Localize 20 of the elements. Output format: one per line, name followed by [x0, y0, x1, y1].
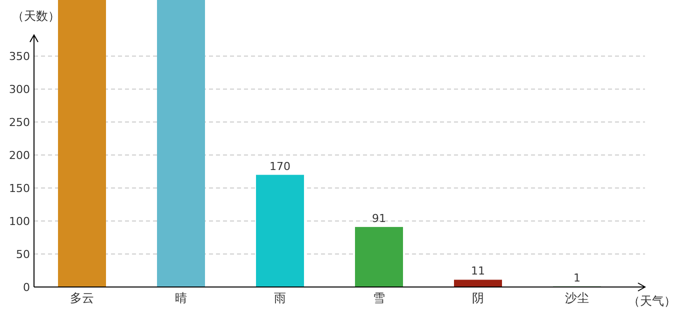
y-tick-label: 350	[9, 50, 30, 64]
y-tick-label: 0	[23, 281, 30, 294]
y-tick-label: 150	[9, 182, 30, 196]
y-tick-label: 250	[9, 116, 30, 130]
x-tick-label: 多云	[70, 291, 94, 305]
y-axis-title: （天数）	[12, 9, 60, 23]
x-axis-title: （天气）	[628, 294, 676, 308]
x-tick-label: 晴	[175, 291, 187, 305]
y-tick-label: 200	[9, 149, 30, 162]
data-label: 11	[471, 264, 485, 278]
data-label: 1	[574, 271, 580, 284]
x-tick-label: 阴	[472, 291, 484, 305]
x-tick-label: 沙尘	[565, 291, 589, 305]
y-tick-label: 50	[16, 248, 30, 262]
data-label: 170	[270, 160, 290, 173]
y-tick-label: 100	[9, 215, 30, 228]
y-tick-label: 300	[9, 83, 30, 96]
x-tick-label: 雨	[274, 291, 286, 305]
x-tick-label: 雪	[373, 291, 385, 305]
data-label: 91	[372, 212, 386, 225]
